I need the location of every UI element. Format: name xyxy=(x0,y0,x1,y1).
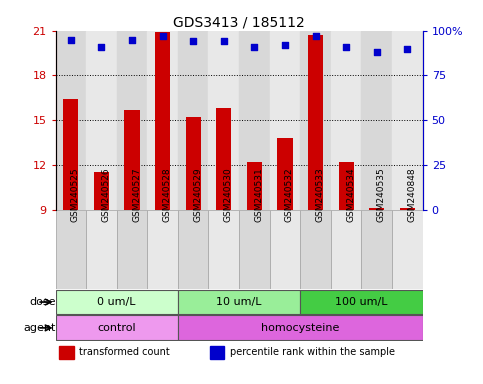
Point xyxy=(128,36,136,43)
Point xyxy=(312,33,319,39)
Bar xyxy=(178,316,423,340)
Point xyxy=(403,46,411,52)
Bar xyxy=(56,31,86,210)
Point xyxy=(373,49,381,55)
Bar xyxy=(369,208,384,210)
Text: control: control xyxy=(98,323,136,333)
Bar xyxy=(331,210,361,289)
Bar xyxy=(86,210,117,289)
Title: GDS3413 / 185112: GDS3413 / 185112 xyxy=(173,16,305,30)
Bar xyxy=(63,99,78,210)
Point xyxy=(189,38,197,45)
Bar xyxy=(300,210,331,289)
Text: GSM240531: GSM240531 xyxy=(255,167,263,222)
Bar xyxy=(209,210,239,289)
Text: GSM240527: GSM240527 xyxy=(132,167,141,222)
Bar xyxy=(216,108,231,210)
Bar xyxy=(86,31,117,210)
Point xyxy=(98,44,105,50)
Text: 100 um/L: 100 um/L xyxy=(335,297,388,307)
Bar xyxy=(56,210,86,289)
Text: GSM240848: GSM240848 xyxy=(407,167,416,222)
Bar xyxy=(361,31,392,210)
Text: GSM240532: GSM240532 xyxy=(285,167,294,222)
Text: GSM240530: GSM240530 xyxy=(224,167,233,222)
Point xyxy=(251,44,258,50)
Text: GSM240526: GSM240526 xyxy=(101,167,111,222)
Text: 0 um/L: 0 um/L xyxy=(98,297,136,307)
Bar xyxy=(308,35,323,210)
Bar xyxy=(270,210,300,289)
Bar xyxy=(392,31,423,210)
Bar xyxy=(210,346,225,359)
Bar xyxy=(361,210,392,289)
Text: dose: dose xyxy=(29,297,56,307)
Text: percentile rank within the sample: percentile rank within the sample xyxy=(230,348,395,358)
Bar xyxy=(178,210,209,289)
Bar xyxy=(117,31,147,210)
Point xyxy=(342,44,350,50)
Bar xyxy=(125,110,140,210)
Bar xyxy=(239,210,270,289)
Text: GSM240534: GSM240534 xyxy=(346,167,355,222)
Point xyxy=(220,38,227,45)
Bar xyxy=(209,31,239,210)
Point xyxy=(67,36,75,43)
Text: 10 um/L: 10 um/L xyxy=(216,297,262,307)
Bar xyxy=(147,210,178,289)
Point xyxy=(159,33,167,39)
Text: GSM240533: GSM240533 xyxy=(315,167,325,222)
Bar xyxy=(59,346,74,359)
Bar xyxy=(185,117,201,210)
Bar xyxy=(239,31,270,210)
Bar xyxy=(247,162,262,210)
Bar xyxy=(339,162,354,210)
Bar xyxy=(392,210,423,289)
Bar xyxy=(56,290,178,314)
Text: GSM240528: GSM240528 xyxy=(163,167,171,222)
Text: GSM240529: GSM240529 xyxy=(193,167,202,222)
Point xyxy=(281,42,289,48)
Bar xyxy=(117,210,147,289)
Text: GSM240525: GSM240525 xyxy=(71,167,80,222)
Text: transformed count: transformed count xyxy=(79,348,170,358)
Bar xyxy=(155,32,170,210)
Bar xyxy=(300,31,331,210)
Bar xyxy=(300,290,423,314)
Text: homocysteine: homocysteine xyxy=(261,323,340,333)
Bar xyxy=(400,208,415,210)
Bar xyxy=(178,31,209,210)
Bar xyxy=(178,290,300,314)
Bar xyxy=(270,31,300,210)
Bar xyxy=(147,31,178,210)
Text: agent: agent xyxy=(23,323,56,333)
Bar xyxy=(331,31,361,210)
Text: GSM240535: GSM240535 xyxy=(377,167,386,222)
Bar xyxy=(94,172,109,210)
Bar xyxy=(56,316,178,340)
Bar xyxy=(277,138,293,210)
